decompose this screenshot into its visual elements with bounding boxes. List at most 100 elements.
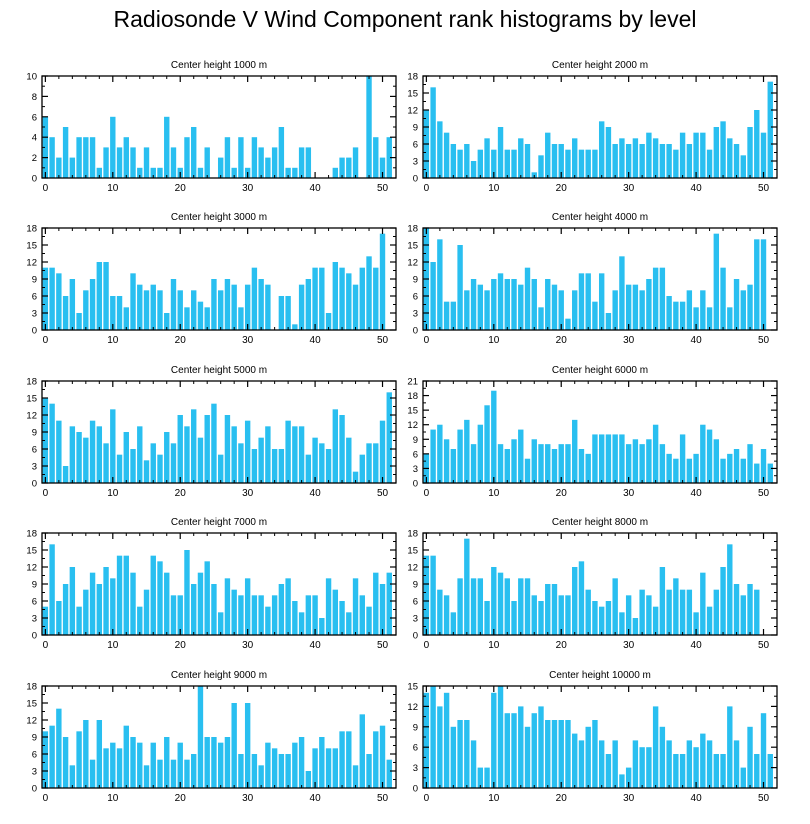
histogram-bar xyxy=(177,742,183,788)
histogram-bar xyxy=(423,555,430,635)
y-tick-label: 6 xyxy=(413,597,418,608)
histogram-bar xyxy=(477,284,484,330)
histogram-bar xyxy=(598,740,605,788)
histogram-bar xyxy=(271,748,278,788)
x-tick-label: 30 xyxy=(623,183,635,194)
histogram-bar xyxy=(238,754,244,788)
panel-title: Center height 4000 m xyxy=(552,212,648,223)
histogram-bar xyxy=(265,426,271,483)
histogram-bar xyxy=(76,731,82,788)
histogram-bar xyxy=(673,149,679,178)
histogram-bar xyxy=(251,595,258,635)
x-tick-label: 40 xyxy=(691,640,703,651)
histogram-bar xyxy=(720,458,726,483)
x-tick-label: 0 xyxy=(43,640,49,651)
x-tick-label: 10 xyxy=(107,183,119,194)
y-tick-label: 9 xyxy=(32,275,37,286)
y-tick-label: 6 xyxy=(413,449,418,460)
histogram-bar xyxy=(504,279,510,330)
x-tick-label: 30 xyxy=(623,640,635,651)
histogram-bar xyxy=(700,424,706,483)
histogram-bar xyxy=(346,157,352,178)
x-tick-label: 50 xyxy=(758,793,770,804)
histogram-bar xyxy=(312,267,318,330)
histogram-bar xyxy=(443,132,450,178)
histogram-bar xyxy=(96,720,103,788)
histogram-bar xyxy=(76,313,82,330)
histogram-bar xyxy=(612,290,618,330)
histogram-bar xyxy=(373,731,379,788)
histogram-bar xyxy=(518,429,524,483)
histogram-bar xyxy=(137,167,143,178)
histogram-bar xyxy=(632,439,639,483)
histogram-bar xyxy=(733,584,740,635)
histogram-bar xyxy=(632,138,639,178)
histogram-bar xyxy=(305,454,312,483)
histogram-bar xyxy=(747,284,753,330)
histogram-bar xyxy=(116,454,123,483)
histogram-bar xyxy=(484,405,490,483)
histogram-bar xyxy=(484,138,490,178)
histogram-bar xyxy=(110,116,116,178)
histogram-bar xyxy=(130,737,136,788)
histogram-bar xyxy=(477,149,484,178)
histogram-bar xyxy=(652,267,659,330)
histogram-bar xyxy=(366,606,372,635)
histogram-bar xyxy=(379,725,386,788)
panel-title: Center height 5000 m xyxy=(171,365,267,376)
histogram-bar xyxy=(271,595,278,635)
histogram-bar xyxy=(49,267,55,330)
histogram-bar xyxy=(572,138,578,178)
histogram-bar xyxy=(558,290,564,330)
histogram-bar xyxy=(551,284,558,330)
histogram-bar xyxy=(56,273,62,330)
histogram-bar xyxy=(224,578,231,635)
histogram-bar xyxy=(170,279,177,330)
histogram-bar xyxy=(585,453,591,483)
histogram-bar xyxy=(673,301,679,330)
histogram-bar xyxy=(572,290,578,330)
histogram-bar xyxy=(251,267,258,330)
histogram-bar xyxy=(747,444,753,483)
histogram-bar xyxy=(585,273,591,330)
y-tick-label: 4 xyxy=(32,133,37,144)
histogram-bar xyxy=(592,149,598,178)
histogram-bar xyxy=(754,239,760,330)
histogram-bar xyxy=(720,754,726,788)
histogram-bar xyxy=(143,765,150,788)
histogram-bar xyxy=(285,754,291,788)
histogram-bar xyxy=(437,706,443,788)
y-tick-label: 9 xyxy=(413,275,418,286)
histogram-bar xyxy=(484,290,490,330)
histogram-bar xyxy=(211,279,217,330)
histogram-bar xyxy=(204,415,210,483)
histogram-bar xyxy=(700,733,706,788)
histogram-bar xyxy=(177,595,183,635)
histogram-bar xyxy=(430,262,436,330)
histogram-bar xyxy=(646,595,652,635)
x-tick-label: 50 xyxy=(377,183,389,194)
histogram-bar xyxy=(292,742,298,788)
histogram-bar xyxy=(659,267,666,330)
y-tick-label: 0 xyxy=(413,174,418,185)
histogram-bar xyxy=(197,437,204,483)
histogram-bar xyxy=(271,147,278,178)
histogram-bar xyxy=(686,144,693,178)
histogram-bar xyxy=(511,713,517,788)
histogram-bar xyxy=(727,138,733,178)
histogram-bar xyxy=(217,290,224,330)
y-tick-label: 12 xyxy=(407,258,418,269)
histogram-bar xyxy=(110,409,116,483)
histogram-bar xyxy=(639,290,645,330)
histogram-bar xyxy=(69,765,76,788)
histogram-bar xyxy=(585,149,591,178)
histogram-bar xyxy=(437,121,443,178)
histogram-bar xyxy=(625,767,632,788)
histogram-bar xyxy=(619,434,625,483)
histogram-bar xyxy=(96,426,103,483)
histogram-bar xyxy=(346,437,352,483)
histogram-bar xyxy=(137,426,143,483)
x-tick-label: 0 xyxy=(43,793,49,804)
histogram-bar xyxy=(572,419,578,483)
histogram-bar xyxy=(518,284,524,330)
